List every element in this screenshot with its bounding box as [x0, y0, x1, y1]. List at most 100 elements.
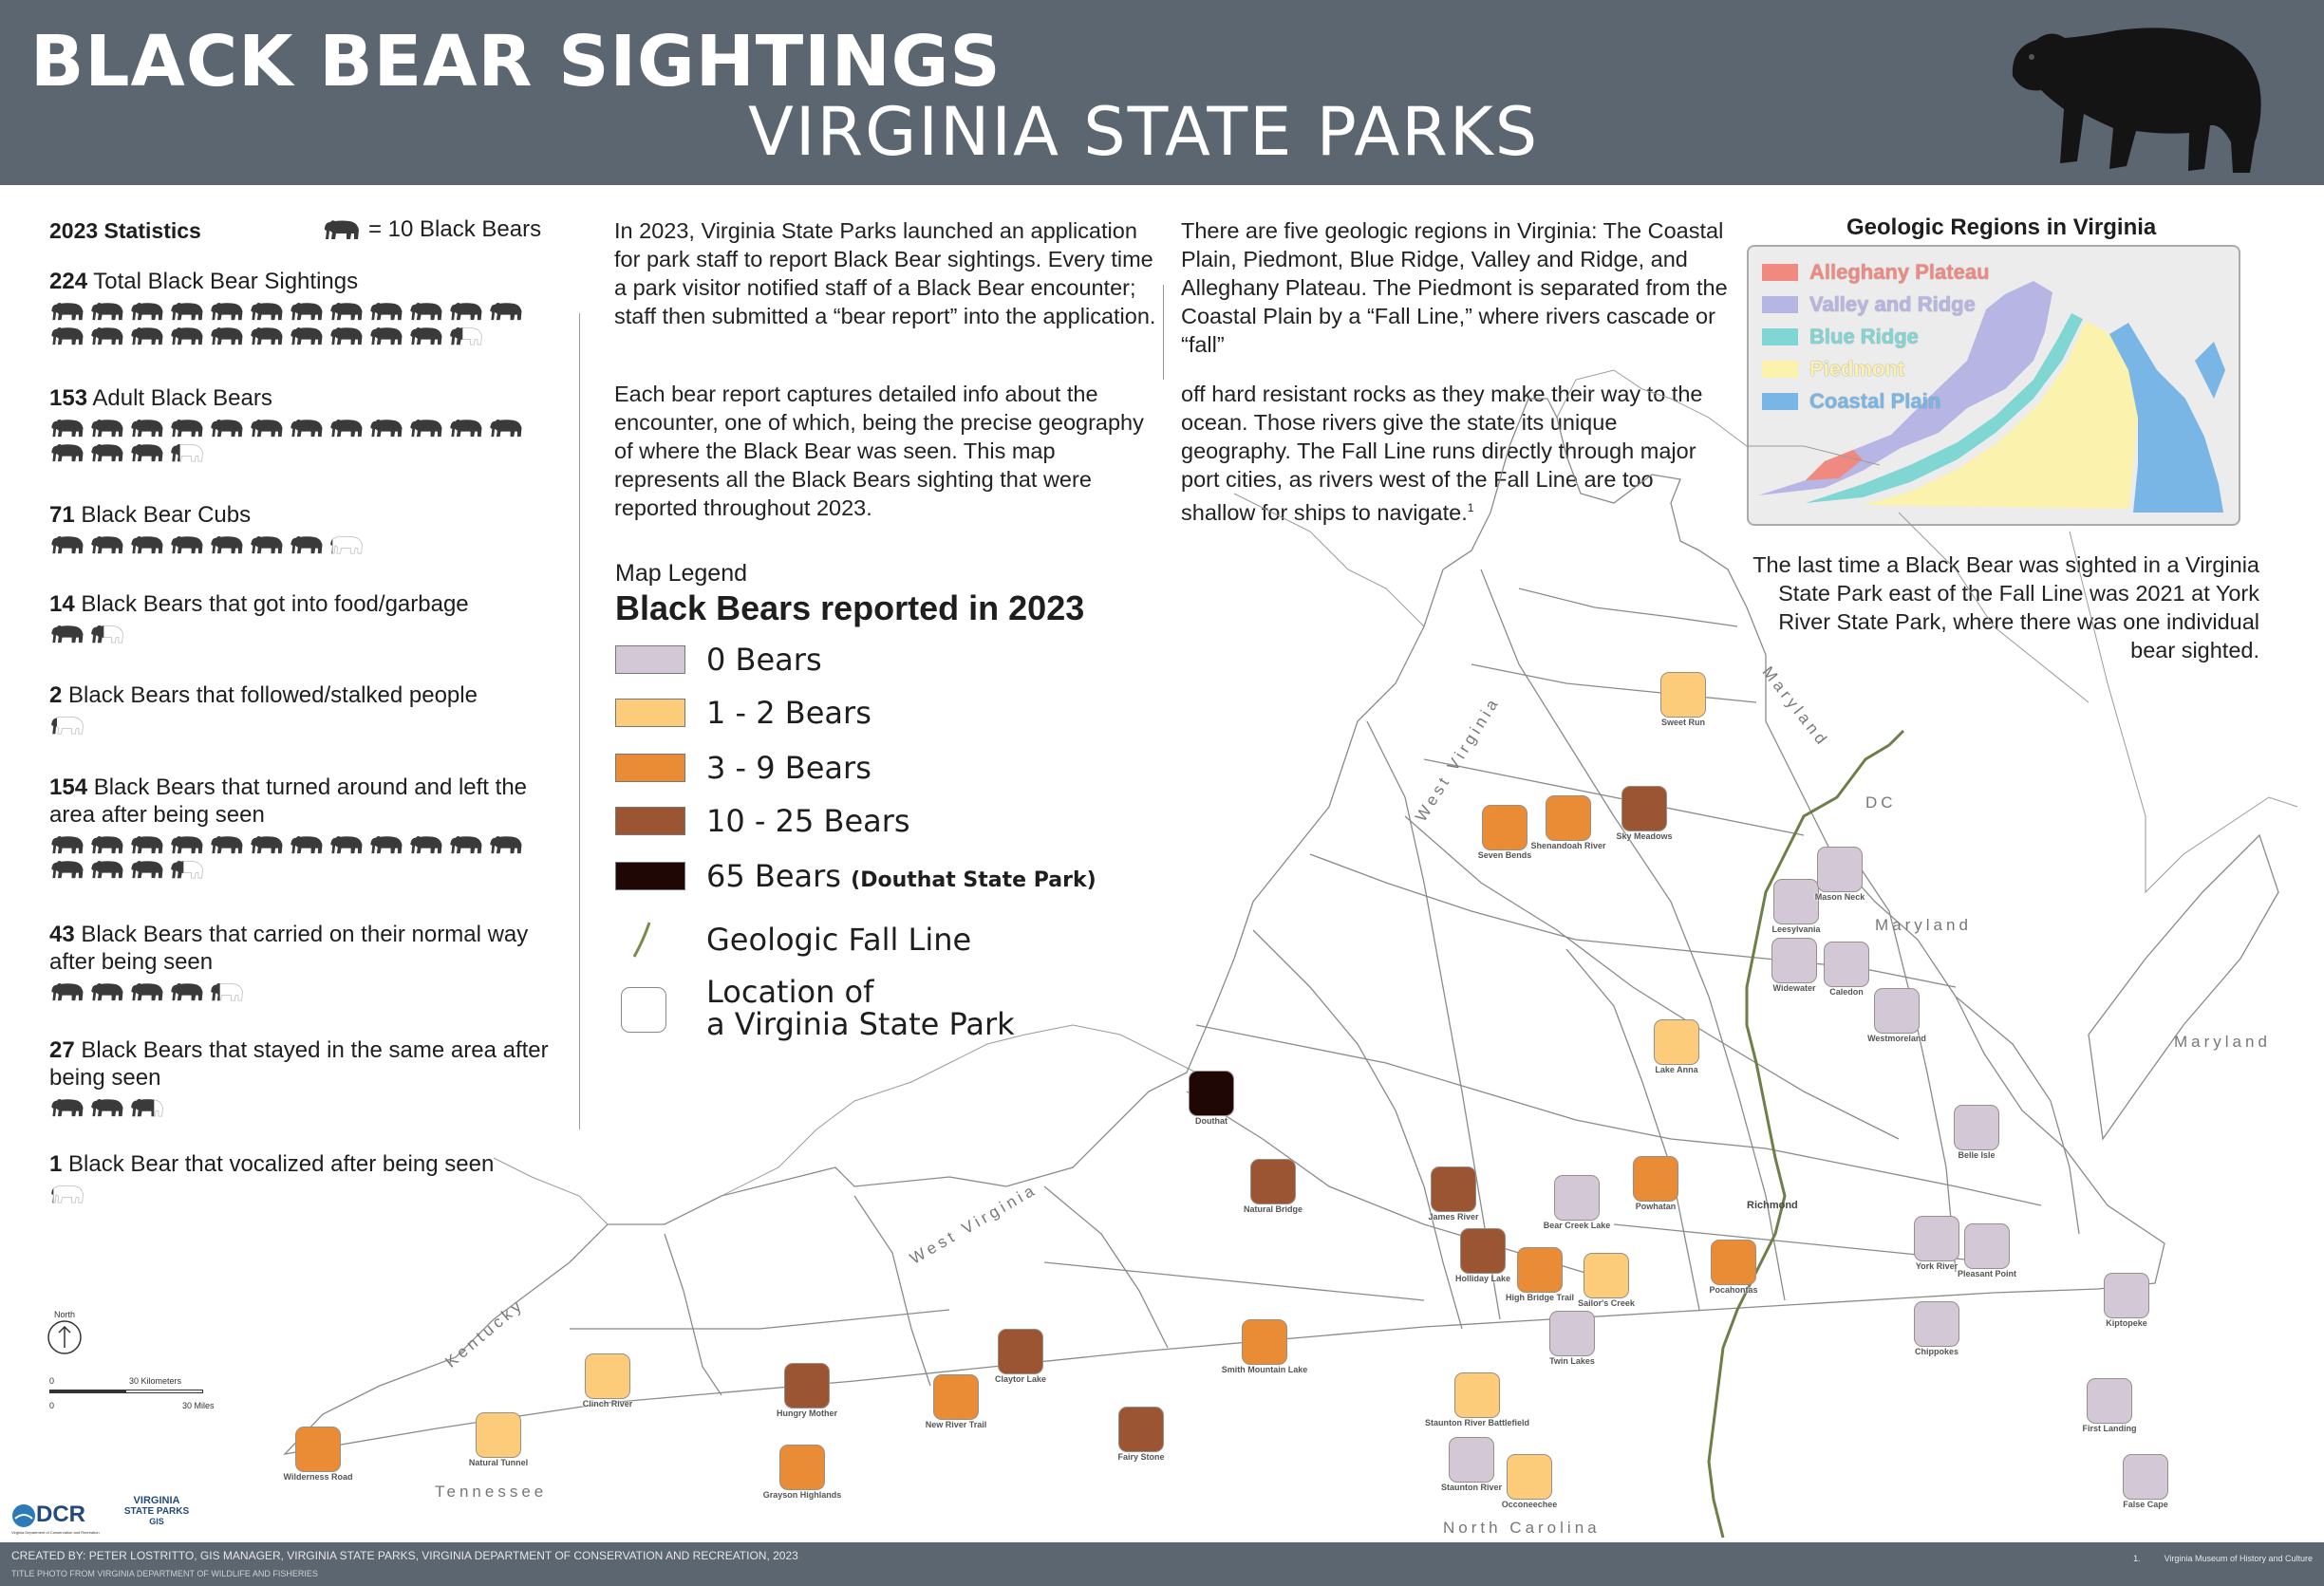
bear-icon: [450, 303, 482, 321]
stat-item: 224 Total Black Bear Sightings: [49, 268, 567, 346]
park-label: Fairy Stone: [1117, 1452, 1165, 1462]
bear-icon: [171, 420, 203, 438]
park-marker[interactable]: [1507, 1454, 1552, 1500]
bear-icon: [91, 861, 123, 879]
park-marker[interactable]: [1549, 1311, 1595, 1356]
bear-icon: [51, 303, 84, 321]
stat-number: 154: [49, 774, 88, 800]
bear-icon: [211, 303, 243, 321]
park-label: Staunton River Battlefield: [1424, 1418, 1530, 1427]
stat-number: 27: [49, 1037, 75, 1063]
stat-label: Black Bears that stayed in the same area…: [49, 1037, 549, 1091]
bear-icon: [490, 420, 522, 438]
park-marker[interactable]: [1660, 672, 1706, 718]
legend-small-title: Map Legend: [615, 560, 748, 587]
park-marker[interactable]: [784, 1363, 830, 1409]
park-marker[interactable]: [779, 1445, 825, 1490]
park-label: Clinch River: [582, 1399, 633, 1409]
park-marker[interactable]: [1771, 938, 1817, 983]
scale-zero-mi: 0: [49, 1401, 55, 1410]
park-marker[interactable]: [1454, 1372, 1500, 1418]
park-marker[interactable]: [1242, 1319, 1287, 1365]
park-marker[interactable]: [1633, 1156, 1678, 1202]
park-marker[interactable]: [1621, 786, 1667, 831]
stat-text: 43 Black Bears that carried on their nor…: [49, 921, 567, 976]
park-marker[interactable]: [1964, 1223, 2010, 1269]
bear-icon: [51, 327, 84, 345]
footer-source: 1. Virginia Museum of History and Cultur…: [2133, 1554, 2313, 1563]
park-marker[interactable]: [2104, 1273, 2149, 1318]
park-label: Twin Lakes: [1549, 1356, 1595, 1366]
park-label: Westmoreland: [1867, 1034, 1926, 1043]
park-marker[interactable]: [1189, 1071, 1234, 1116]
park-marker[interactable]: [1431, 1166, 1476, 1212]
park-label: New River Trail: [925, 1420, 987, 1429]
bear-icon: [131, 983, 163, 1001]
bear-icon: [410, 303, 442, 321]
park-label: Leesylvania: [1771, 924, 1821, 934]
park-marker[interactable]: [1546, 795, 1591, 841]
park-marker[interactable]: [1250, 1159, 1296, 1204]
park-label: James River: [1428, 1212, 1479, 1222]
park-marker[interactable]: [1118, 1407, 1164, 1452]
park-marker[interactable]: [476, 1412, 521, 1458]
bear-icon: [370, 303, 403, 321]
legend-swatch: [615, 699, 685, 727]
legend-class-label: 65 Bears (Douthat State Park): [706, 858, 1096, 894]
park-marker[interactable]: [1554, 1175, 1600, 1221]
bear-icon: [251, 327, 283, 345]
park-marker[interactable]: [1654, 1019, 1699, 1065]
dcr-logo-text: DCR: [36, 1502, 85, 1527]
park-marker[interactable]: [1874, 988, 1920, 1034]
bear-icon: [91, 327, 123, 345]
park-marker[interactable]: [1711, 1240, 1756, 1285]
park-label: Belle Isle: [1958, 1150, 1996, 1160]
stat-item: 154 Black Bears that turned around and l…: [49, 774, 567, 880]
bear-icon: [370, 327, 403, 345]
park-label: Shenandoah River: [1530, 841, 1606, 850]
park-marker[interactable]: [2087, 1378, 2132, 1424]
park-marker[interactable]: [1954, 1105, 1999, 1150]
park-label: Caledon: [1829, 987, 1864, 997]
stat-label: Black Bear that vocalized after being se…: [62, 1151, 495, 1177]
state-label: Maryland: [2174, 1033, 2271, 1051]
park-marker[interactable]: [998, 1329, 1043, 1374]
vsp-logo-line2: STATE PARKS: [123, 1506, 190, 1517]
legend-park-location: Location of a Virginia State Park: [615, 976, 1015, 1040]
park-marker[interactable]: [2123, 1454, 2168, 1500]
park-label: Bear Creek Lake: [1543, 1221, 1611, 1230]
legend-class-label: 3 - 9 Bears: [706, 750, 872, 786]
inset-legend-item: Blue Ridge: [1762, 325, 1919, 349]
stat-label: Black Bears that got into food/garbage: [74, 591, 469, 617]
legend-class-item: 65 Bears (Douthat State Park): [615, 858, 1096, 894]
bear-icon: [211, 536, 243, 554]
park-marker[interactable]: [1482, 805, 1527, 850]
park-marker[interactable]: [1460, 1228, 1506, 1274]
bear-icon: [131, 420, 163, 438]
park-marker[interactable]: [1773, 879, 1819, 924]
park-marker[interactable]: [1517, 1247, 1563, 1293]
scale-km-label: 30 Kilometers: [129, 1376, 182, 1386]
park-location-icon: [615, 976, 685, 1033]
park-marker[interactable]: [295, 1427, 341, 1472]
park-marker[interactable]: [1584, 1253, 1629, 1298]
bear-icon: [51, 1099, 84, 1117]
stat-label: Adult Black Bears: [87, 385, 272, 411]
bear-pictograph-row: [49, 624, 543, 644]
bear-icon: [251, 536, 283, 554]
park-marker[interactable]: [1449, 1437, 1494, 1483]
park-marker[interactable]: [933, 1374, 979, 1420]
bear-icon: [131, 327, 163, 345]
header-banner: BLACK BEAR SIGHTINGS VIRGINIA STATE PARK…: [0, 0, 2324, 185]
bear-icon: [91, 1099, 123, 1117]
stat-text: 154 Black Bears that turned around and l…: [49, 774, 567, 829]
bear-icon: [370, 836, 403, 854]
park-marker[interactable]: [1824, 942, 1869, 987]
park-marker[interactable]: [1914, 1301, 1959, 1347]
stat-text: 71 Black Bear Cubs: [49, 501, 567, 529]
park-marker[interactable]: [1817, 847, 1863, 892]
park-marker[interactable]: [1914, 1216, 1959, 1261]
stats-key-label: = 10 Black Bears: [368, 216, 542, 242]
park-marker[interactable]: [585, 1353, 630, 1399]
bear-icon: [330, 420, 363, 438]
